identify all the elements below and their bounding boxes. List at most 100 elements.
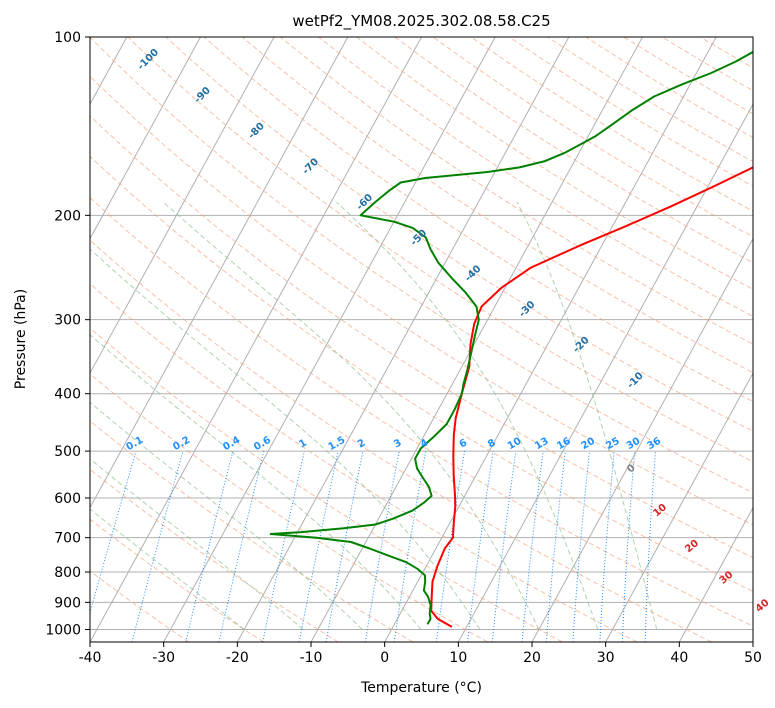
mixing-ratio-label: 6 (458, 437, 470, 450)
mixing-ratio-line (131, 450, 184, 642)
mixing-ratio-label: 3 (392, 437, 404, 450)
dry-adiabat-line (241, 37, 753, 374)
dry-adiabat-line (623, 37, 753, 115)
isotherm-gridline (90, 37, 349, 509)
isotherm-gridline (90, 37, 275, 375)
dry-adiabat-line (90, 37, 753, 494)
mixing-ratio-line (393, 451, 427, 642)
dry-adiabat-label: -90 (192, 85, 213, 106)
mixing-ratio-label: 4 (419, 437, 431, 450)
moist-adiabat-line (516, 201, 658, 630)
dry-adiabat-line (90, 570, 190, 642)
dry-adiabat-label: -10 (625, 370, 646, 391)
dry-adiabat-line (90, 239, 712, 642)
x-tick-label: 10 (449, 650, 467, 666)
x-tick-label: 40 (670, 650, 688, 666)
dry-adiabat-label: -70 (301, 156, 322, 177)
y-tick-label: 700 (54, 531, 81, 547)
isotherm-gridline (457, 103, 753, 642)
dry-adiabat-label: -20 (571, 335, 592, 356)
x-tick-label: -40 (79, 650, 102, 666)
moist-adiabat-line (336, 201, 599, 630)
moist-adiabat-label: 0 (625, 463, 637, 476)
moist-adiabat-line (162, 201, 540, 630)
mixing-ratio-label: 0.6 (252, 435, 273, 453)
mixing-ratio-line (467, 451, 494, 642)
dry-adiabat-label: -60 (355, 192, 376, 213)
isotherm-gridline (90, 37, 201, 240)
isotherm-gridline (605, 372, 753, 642)
mixing-ratio-line (298, 450, 339, 642)
moist-adiabat-line (90, 334, 422, 630)
y-tick-label: 300 (54, 313, 81, 329)
dry-adiabat-line (280, 37, 753, 345)
x-tick-label: 0 (380, 650, 389, 666)
mixing-ratio-line (218, 450, 265, 642)
moist-adiabat-label: 40 (754, 597, 772, 614)
plot-frame (89, 36, 754, 643)
x-tick-label: -10 (300, 650, 323, 666)
isotherm-gridline (678, 506, 753, 642)
mixing-ratio-label: 0.1 (124, 435, 145, 453)
x-tick-label: 30 (597, 650, 615, 666)
mixing-ratio-line (185, 450, 234, 642)
x-tick-label: -30 (152, 650, 175, 666)
dry-adiabat-line (699, 37, 753, 69)
dry-adiabat-line (356, 37, 753, 290)
mixing-ratio-line (599, 451, 615, 642)
dry-adiabat-line (90, 327, 563, 642)
chart-title: wetPf2_YM08.2025.302.08.58.C25 (292, 12, 550, 31)
dry-adiabat-line (585, 37, 753, 139)
isotherm-gridline (236, 37, 570, 642)
dry-adiabat-label: -100 (136, 47, 162, 73)
mixing-ratio-label: 2 (356, 437, 368, 450)
mixing-ratio-line (325, 451, 364, 642)
dewpoint-profile-line (269, 50, 753, 625)
temperature-profile-line (430, 166, 753, 628)
mixing-ratio-line (435, 451, 466, 642)
mixing-ratio-label: 1 (297, 437, 309, 450)
x-tick-label: 50 (744, 650, 762, 666)
moist-adiabat-line (90, 458, 304, 630)
y-tick-label: 800 (54, 565, 81, 581)
dry-adiabat-label: -40 (463, 263, 484, 284)
dry-adiabat-line (90, 468, 339, 642)
dry-adiabat-label: -30 (517, 299, 538, 320)
mixing-ratio-line (262, 450, 305, 642)
isotherm-gridline (531, 237, 753, 642)
y-tick-label: 500 (54, 444, 81, 460)
mixing-ratio-line (572, 451, 590, 642)
dry-adiabat-label: -50 (409, 228, 430, 249)
dry-adiabat-line (90, 420, 414, 642)
moist-adiabat-label: 10 (651, 502, 669, 519)
mixing-ratio-label: 0.4 (221, 435, 242, 453)
dry-adiabat-line (90, 155, 753, 592)
x-axis-label: Temperature (°C) (360, 680, 482, 696)
y-tick-label: 900 (54, 595, 81, 611)
dry-adiabat-line (90, 197, 753, 627)
y-tick-label: 400 (54, 387, 81, 403)
dry-adiabat-label: -80 (246, 121, 267, 142)
mixing-ratio-line (90, 450, 137, 615)
isotherm-gridline (752, 640, 753, 642)
mixing-ratio-label: 0.2 (171, 435, 192, 453)
x-tick-label: 20 (523, 650, 541, 666)
mixing-ratio-label: 10 (506, 436, 524, 453)
mixing-ratio-line (621, 451, 636, 642)
mixing-ratio-label: 20 (580, 436, 598, 453)
isotherm-gridline (384, 37, 717, 642)
moist-adiabat-label: 20 (683, 538, 701, 555)
x-tick-label: -20 (226, 650, 249, 666)
dry-adiabat-line (661, 37, 753, 92)
mixing-ratio-line (545, 451, 566, 642)
isotherm-gridline (90, 37, 422, 642)
dry-adiabat-line (318, 37, 753, 318)
mixing-ratio-label: 8 (486, 437, 498, 450)
mixing-ratio-line (521, 451, 544, 642)
y-tick-label: 1000 (45, 622, 81, 638)
y-axis-label: Pressure (hPa) (13, 289, 29, 389)
mixing-ratio-label: 30 (625, 436, 643, 453)
y-tick-label: 600 (54, 491, 81, 507)
moist-adiabat-line (90, 508, 245, 630)
